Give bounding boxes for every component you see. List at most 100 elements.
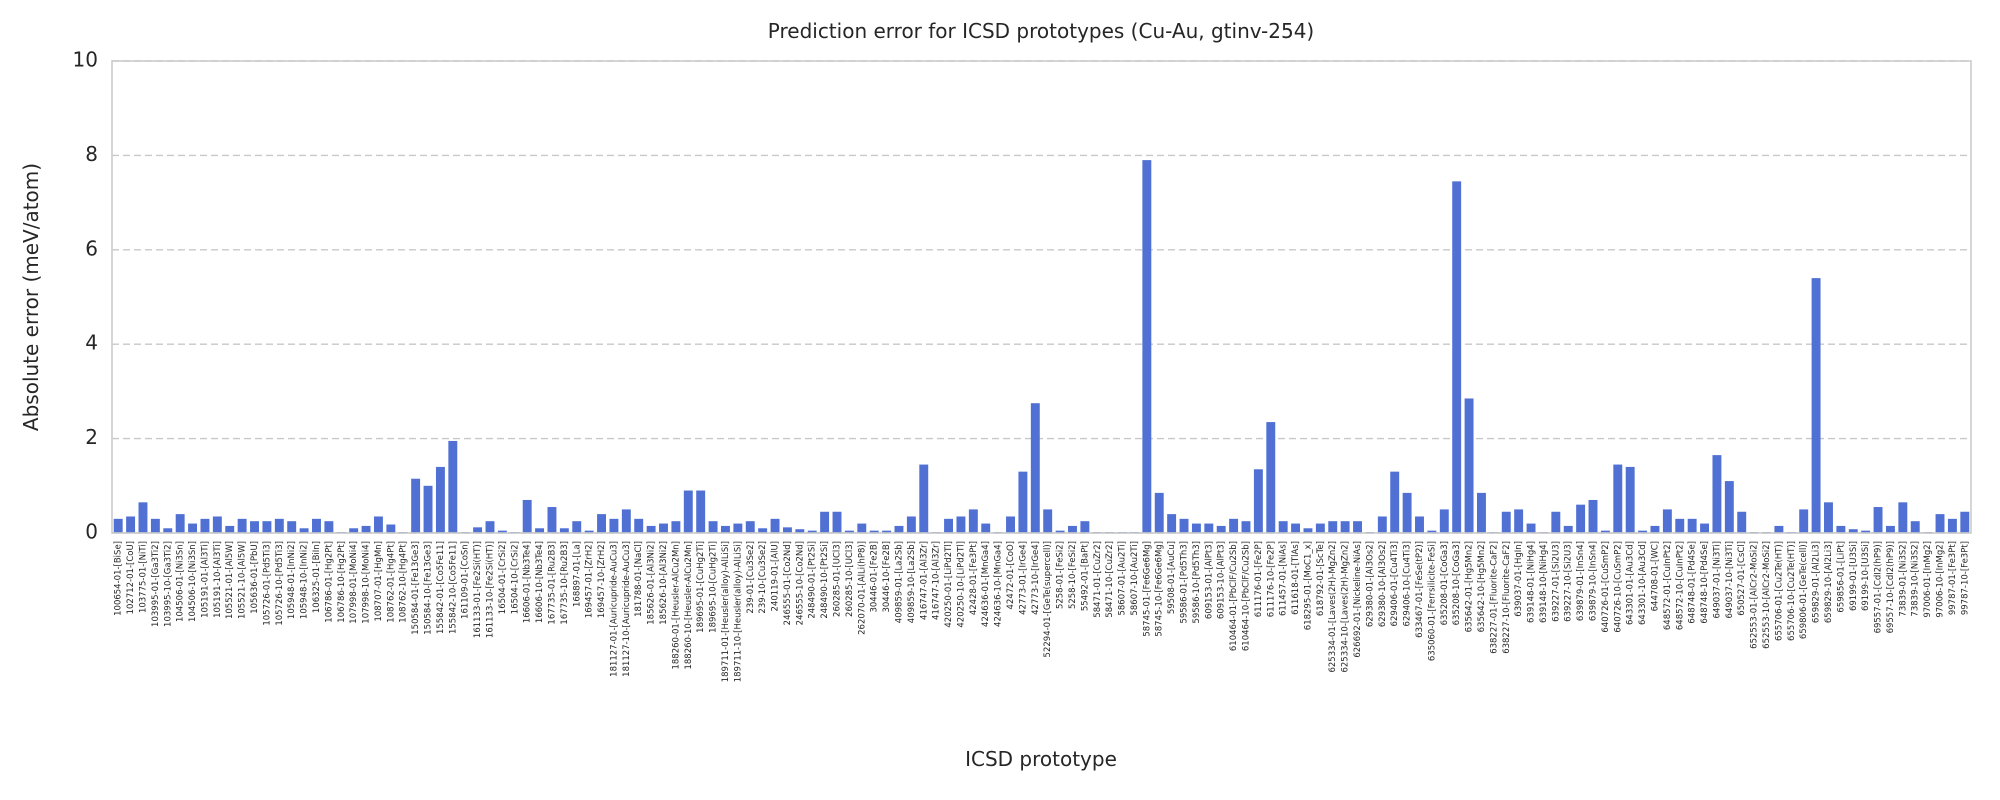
bar [1613,464,1623,533]
x-tick-label: 649037-10-[Ni3Ti] [1725,541,1735,618]
bar [361,525,371,533]
x-tick-label: 652553-10-[AlCr2-MoSi2] [1762,541,1772,649]
bar [1402,492,1412,533]
x-tick-label: 635060-01-[Ferrsilicite-FeSi] [1427,541,1437,661]
x-tick-label: 424636-10-[MnGa4] [994,541,1004,627]
bar [1848,529,1858,533]
bar [1191,523,1201,533]
x-tick-label: 73839-10-[Ni3S2] [1911,541,1921,617]
x-tick-label: 262070-01-[AlLi(hP8)] [857,541,867,635]
x-tick-label: 609153-01-[AlPt3] [1204,541,1214,619]
bar [572,521,582,533]
bar [547,507,557,533]
bar [175,514,185,533]
bar [1588,499,1598,533]
x-tick-label: 611176-01-[Fe2P] [1254,541,1264,617]
x-tick-label: 416747-10-[Al3Zr] [932,541,942,620]
x-tick-label: 635208-01-[CoGa3] [1440,541,1450,625]
bar [1526,523,1536,533]
x-tick-label: 16504-10-[CrSi2] [510,541,520,614]
x-tick-label: 639037-01-[HgIn] [1514,541,1524,617]
x-tick-label: 106786-01-[Hg2Pt] [324,541,334,623]
chart-title: Prediction error for ICSD prototypes (Cu… [768,19,1314,43]
x-tick-label: 73839-01-[Ni3S2] [1898,541,1908,617]
x-tick-label: 16606-10-[Nb3Te4] [535,541,545,623]
x-tick-label: 105726-10-[Pd5Ti3] [275,541,285,626]
x-tick-label: 424636-01-[MnGa4] [981,541,991,627]
bar [1477,492,1486,533]
x-tick-label: 107998-01-[MoNi4] [349,541,359,624]
bar [981,523,991,533]
x-tick-label: 55492-01-[BaPt] [1080,541,1090,611]
bar [1377,516,1387,533]
x-tick-label: 629406-01-[Cu4Ti3] [1390,541,1400,626]
x-tick-label: 5258-10-[FeSi2] [1068,541,1078,609]
bar [1055,530,1065,533]
x-tick-label: 150584-10-[Fe13Ge3] [424,541,434,635]
y-tick-label: 0 [85,520,98,544]
bar [126,516,136,533]
x-tick-label: 99787-01-[Fe3Pt] [1948,541,1958,615]
x-tick-label: 59586-01-[Pd5Th3] [1180,541,1190,624]
bar [857,523,867,533]
x-tick-label: 181127-10-[Auricupride-AuCu3] [622,541,632,677]
bar [869,530,879,533]
bar [1018,471,1028,533]
bar [1737,511,1747,533]
x-tick-label: 248490-01-[Pt2Si] [808,541,818,619]
x-tick-label: 626692-01-[Nickeline-NiAs] [1353,541,1363,658]
x-tick-label: 105948-01-[InNi2] [287,541,297,619]
x-tick-label: 409859-10-[La2Sb] [907,541,917,623]
bar [1142,160,1152,533]
x-tick-label: 248490-10-[Pt2Si] [820,541,830,619]
bar [906,516,916,533]
x-tick-label: 639148-01-[NiHg4] [1527,541,1537,623]
x-tick-label: 625334-10-[Laves(2H)-MgZn2] [1341,541,1351,673]
bar [745,521,755,533]
x-tick-label: 633467-01-[FeSe(tP2)] [1415,541,1425,638]
bar [373,516,383,533]
bar [163,528,173,533]
x-tick-label: 629380-10-[Al3Os2] [1378,541,1388,627]
y-tick-label: 6 [85,236,98,260]
bar [1080,521,1090,533]
bar [1650,525,1660,533]
x-tick-label: 58607-01-[Au2Ti] [1118,541,1128,616]
bar [844,530,854,533]
x-tick-label: 97006-01-[InMg2] [1923,541,1933,618]
bar [832,511,842,533]
bar [1464,398,1474,533]
x-tick-label: 629380-01-[Al3Os2] [1365,541,1375,627]
x-tick-label: 639148-10-[NiHg4] [1539,541,1549,623]
x-tick-label: 58471-10-[CuZr2] [1105,541,1115,618]
bar [324,521,334,533]
bar [200,518,210,533]
x-tick-label: 161133-10-[Fe2Si(HT)] [485,541,495,638]
x-tick-label: 105521-10-[Al5W] [238,541,248,619]
x-tick-label: 610464-01-[PbClF/Cu2Sb] [1229,541,1239,651]
bar [1861,530,1871,533]
bar [1303,528,1313,533]
x-tick-label: 189695-01-[CuHg2Ti] [696,541,706,633]
bar [473,527,483,533]
bar [212,516,222,533]
x-tick-label: 188260-10-[Heusler-AlCu2Mn] [684,541,694,670]
x-tick-label: 652553-01-[AlCr2-MoSi2] [1750,541,1760,649]
x-tick-label: 169457-10-[ZrH2] [597,541,607,618]
x-tick-label: 155842-01-[Co5Fe11] [436,541,446,634]
bar [1291,523,1301,533]
x-tick-label: 167735-01-[Ru2B3] [547,541,557,625]
x-tick-label: 643301-01-[Au3Cd] [1626,541,1636,625]
bar [584,530,594,533]
y-tick-label: 8 [85,142,98,166]
x-tick-label: 260285-10-[UCl3] [845,541,855,617]
bar [944,518,954,533]
x-tick-label: 105726-01-[Pd5Ti3] [262,541,272,626]
x-tick-label: 30446-10-[Fe2B] [882,541,892,613]
bar [225,525,235,533]
x-tick-label: 635642-01-[Hg5Mn2] [1465,541,1475,632]
bar [708,521,718,533]
bar [1216,525,1226,533]
x-tick-label: 246555-10-[Co2Nd] [795,541,805,625]
